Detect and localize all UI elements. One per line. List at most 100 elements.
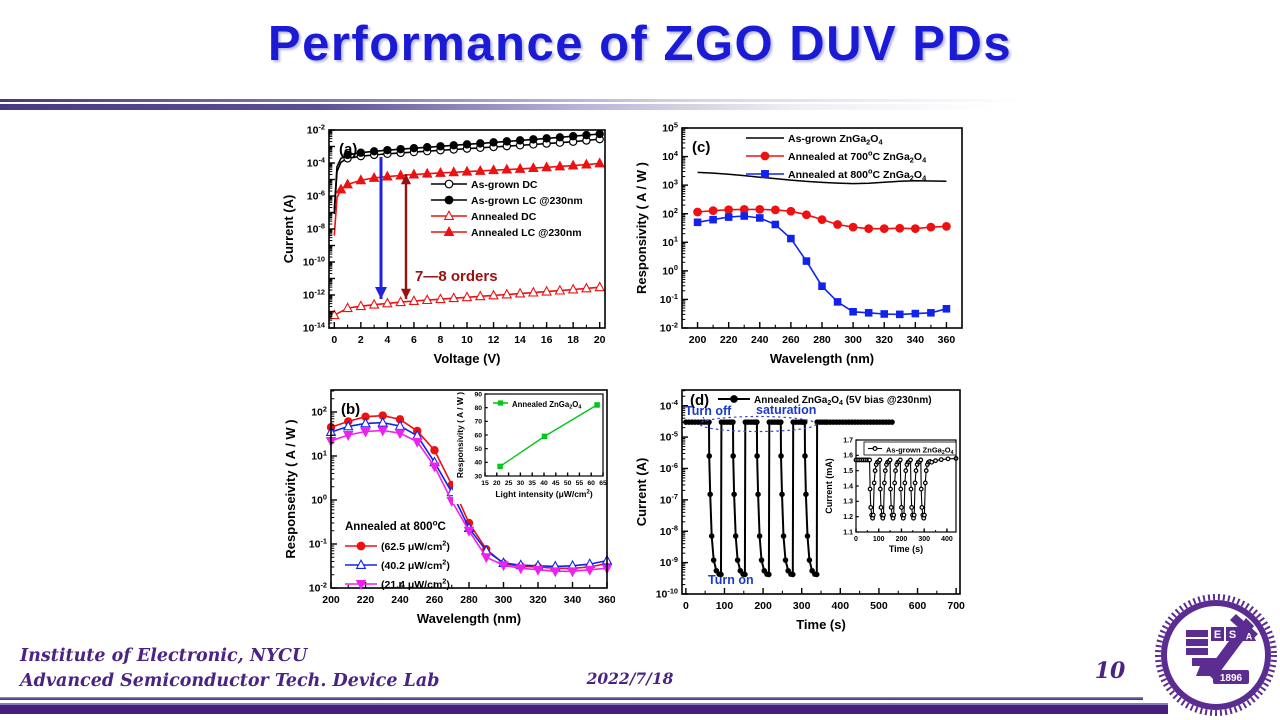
svg-text:220: 220 [357, 594, 375, 606]
chart-iv-curves: 0 2 4 6 8 10 12 14 16 18 20 10-14 10-12 10-10 10-8 10-6… [283, 122, 606, 366]
page-title: Performance of ZGO DUV PDs [267, 17, 1013, 71]
seal-emblem [1186, 614, 1258, 684]
footer-institute: Institute of Electronic, NYCU Advanced S… [20, 644, 439, 695]
svg-text:Annealed LC @230nm: Annealed LC @230nm [471, 227, 582, 239]
svg-text:101: 101 [311, 448, 327, 462]
svg-text:260: 260 [426, 594, 444, 606]
svg-text:(b): (b) [341, 401, 360, 418]
svg-text:300: 300 [844, 334, 862, 346]
svg-text:10-6: 10-6 [307, 188, 325, 202]
svg-text:200: 200 [689, 334, 707, 346]
svg-text:100: 100 [662, 263, 678, 277]
university-seal-logo: E S A 1896 [1155, 594, 1277, 716]
svg-text:Responseivity ( A / W ): Responseivity ( A / W ) [285, 419, 298, 558]
svg-text:Current (A): Current (A) [634, 458, 649, 527]
svg-text:320: 320 [529, 594, 547, 606]
svg-text:10-14: 10-14 [303, 320, 326, 334]
svg-text:240: 240 [751, 334, 769, 346]
svg-text:(d): (d) [690, 392, 709, 409]
svg-text:Time (s): Time (s) [889, 544, 923, 554]
svg-text:Responsivity ( A / W ): Responsivity ( A / W ) [634, 162, 649, 294]
svg-text:280: 280 [460, 594, 478, 606]
svg-text:(c): (c) [692, 139, 710, 156]
svg-text:10-6: 10-6 [660, 461, 678, 475]
svg-text:1.4: 1.4 [843, 483, 853, 490]
svg-text:260: 260 [782, 334, 800, 346]
svg-text:2: 2 [358, 334, 364, 346]
svg-text:10-8: 10-8 [660, 524, 678, 538]
svg-text:Turn on: Turn on [708, 573, 754, 587]
svg-text:10-4: 10-4 [307, 155, 326, 169]
svg-text:200: 200 [896, 536, 908, 543]
svg-text:300: 300 [793, 600, 811, 612]
svg-text:(a): (a) [339, 141, 357, 158]
svg-text:Annealed ZnGa2O4 (5V bias @230: Annealed ZnGa2O4 (5V bias @230nm) [754, 395, 932, 407]
svg-text:10-2: 10-2 [307, 122, 325, 136]
svg-text:60: 60 [474, 432, 482, 439]
svg-text:35: 35 [528, 480, 536, 487]
svg-text:70: 70 [474, 419, 482, 426]
seal-year: 1896 [1220, 673, 1243, 684]
footer-institute-line2: Advanced Semiconductor Tech. Device Lab [20, 671, 440, 692]
svg-text:40: 40 [540, 480, 548, 487]
svg-text:50: 50 [564, 480, 572, 487]
svg-text:1.5: 1.5 [843, 468, 853, 475]
svg-text:Annealed at 800oC: Annealed at 800oC [345, 518, 446, 533]
svg-text:104: 104 [662, 149, 679, 163]
svg-text:20: 20 [594, 334, 606, 346]
svg-text:saturation: saturation [756, 403, 816, 417]
chart-responsivity-annealed: 200 220 240 260 280 300 320 340 360 10-2 10-1 100 10… [285, 389, 615, 626]
svg-text:100: 100 [311, 492, 327, 506]
svg-text:10-4: 10-4 [660, 398, 679, 412]
svg-text:100: 100 [716, 600, 734, 612]
svg-text:Wavelength (nm): Wavelength (nm) [770, 351, 874, 366]
svg-text:Time (s): Time (s) [796, 617, 846, 632]
svg-text:1.6: 1.6 [843, 453, 853, 460]
svg-text:10-5: 10-5 [660, 429, 678, 443]
svg-text:103: 103 [662, 178, 678, 192]
svg-text:18: 18 [567, 334, 579, 346]
seal-ring [1161, 600, 1271, 710]
svg-text:0: 0 [331, 334, 337, 346]
svg-text:200: 200 [754, 600, 772, 612]
chart-time-response: 0 100 200 300 400 500 600 700 10-10 10-9 10-8 10-7 1… [634, 389, 965, 632]
svg-text:8: 8 [438, 334, 444, 346]
svg-text:320: 320 [875, 334, 893, 346]
svg-text:4: 4 [384, 334, 390, 346]
seal-rays [1155, 594, 1277, 716]
svg-text:220: 220 [720, 334, 738, 346]
seal-letter-e: E [1214, 629, 1221, 641]
svg-text:Current (mA): Current (mA) [824, 458, 834, 514]
svg-text:50: 50 [474, 446, 482, 453]
svg-text:Annealed ZnGa2O4: Annealed ZnGa2O4 [512, 400, 581, 411]
svg-text:(21.4 μW/cm2): (21.4 μW/cm2) [381, 577, 450, 591]
svg-text:1.7: 1.7 [843, 437, 853, 444]
svg-text:400: 400 [941, 536, 953, 543]
svg-text:360: 360 [938, 334, 956, 346]
svg-text:As-grown ZnGa2O4: As-grown ZnGa2O4 [886, 445, 954, 456]
svg-text:10-2: 10-2 [660, 320, 678, 334]
svg-text:80: 80 [474, 405, 482, 412]
svg-text:10: 10 [461, 334, 473, 346]
svg-text:1.3: 1.3 [843, 499, 853, 506]
svg-text:15: 15 [481, 480, 489, 487]
svg-text:6: 6 [411, 334, 417, 346]
svg-text:As-grown DC: As-grown DC [471, 179, 538, 191]
chart-responsivity-comparison: 200 220 240 260 280 300 320 340 360 10-2 10-1 100 10… [634, 120, 963, 366]
svg-text:As-grown LC @230nm: As-grown LC @230nm [471, 195, 583, 207]
footer-date: 2022/7/18 [586, 669, 674, 688]
svg-text:65: 65 [599, 480, 607, 487]
svg-text:Voltage (V): Voltage (V) [434, 351, 501, 366]
svg-text:300: 300 [495, 594, 513, 606]
svg-text:16: 16 [541, 334, 553, 346]
svg-text:101: 101 [662, 235, 678, 249]
svg-text:340: 340 [907, 334, 925, 346]
svg-text:500: 500 [870, 600, 888, 612]
page-number: 10 [1094, 658, 1126, 684]
svg-text:14: 14 [514, 334, 526, 346]
svg-text:700: 700 [947, 600, 965, 612]
svg-text:25: 25 [505, 480, 513, 487]
svg-text:340: 340 [564, 594, 582, 606]
svg-text:Annealed at 800oC ZnGa2O4: Annealed at 800oC ZnGa2O4 [788, 167, 927, 183]
